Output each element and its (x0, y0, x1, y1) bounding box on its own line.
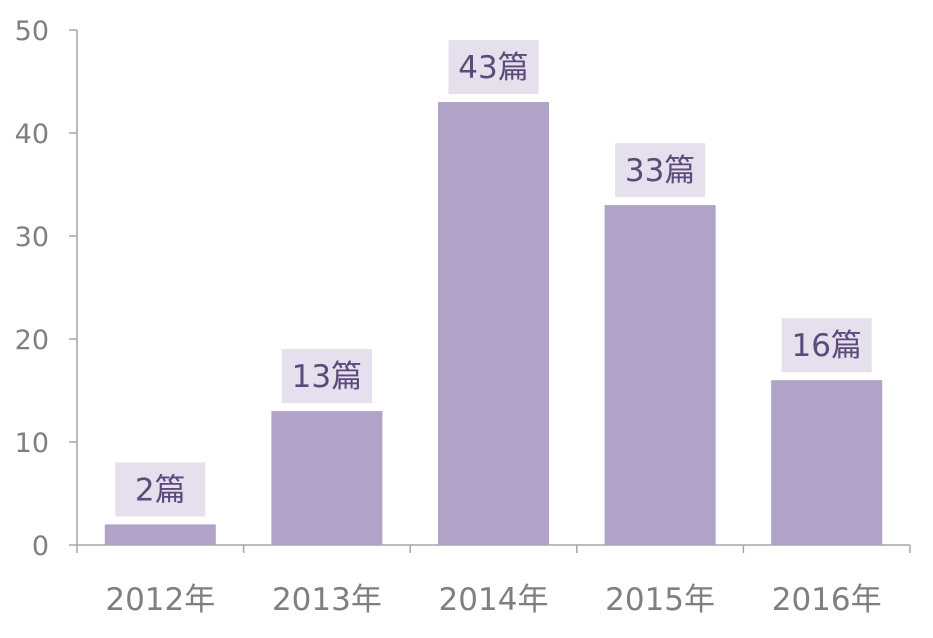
data-label-background (115, 462, 206, 517)
x-category-label: 2012年 (105, 582, 215, 618)
y-axis: 0 10 20 30 40 50 (15, 16, 78, 562)
data-labels-group: 2篇 13篇 43篇 33篇 16篇 (115, 40, 872, 517)
y-tick-label: 20 (15, 325, 49, 356)
bar (104, 524, 216, 545)
y-tick-label: 10 (15, 428, 49, 459)
data-label-background (781, 318, 872, 373)
bar (604, 205, 716, 545)
data-label: 33篇 (625, 153, 695, 189)
bar (271, 411, 383, 545)
bars-group (104, 102, 883, 545)
y-tick-label: 0 (32, 531, 49, 562)
y-tick-label: 40 (15, 119, 49, 150)
y-tick-label: 50 (15, 16, 49, 47)
data-label-background (448, 40, 539, 95)
y-tick-label: 30 (15, 222, 49, 253)
data-label-background (281, 349, 372, 404)
data-label: 43篇 (458, 50, 528, 86)
data-label-background (615, 143, 706, 198)
x-category-label: 2014年 (439, 582, 549, 618)
x-axis: 2012年 2013年 2014年 2015年 2016年 (76, 544, 911, 618)
data-label: 13篇 (292, 359, 362, 395)
bar (438, 102, 549, 545)
x-category-label: 2016年 (772, 582, 882, 618)
data-label: 2篇 (135, 472, 186, 508)
x-category-label: 2015年 (605, 582, 715, 618)
x-category-label: 2013年 (272, 582, 382, 618)
data-label: 16篇 (791, 328, 861, 364)
bar (771, 380, 883, 545)
